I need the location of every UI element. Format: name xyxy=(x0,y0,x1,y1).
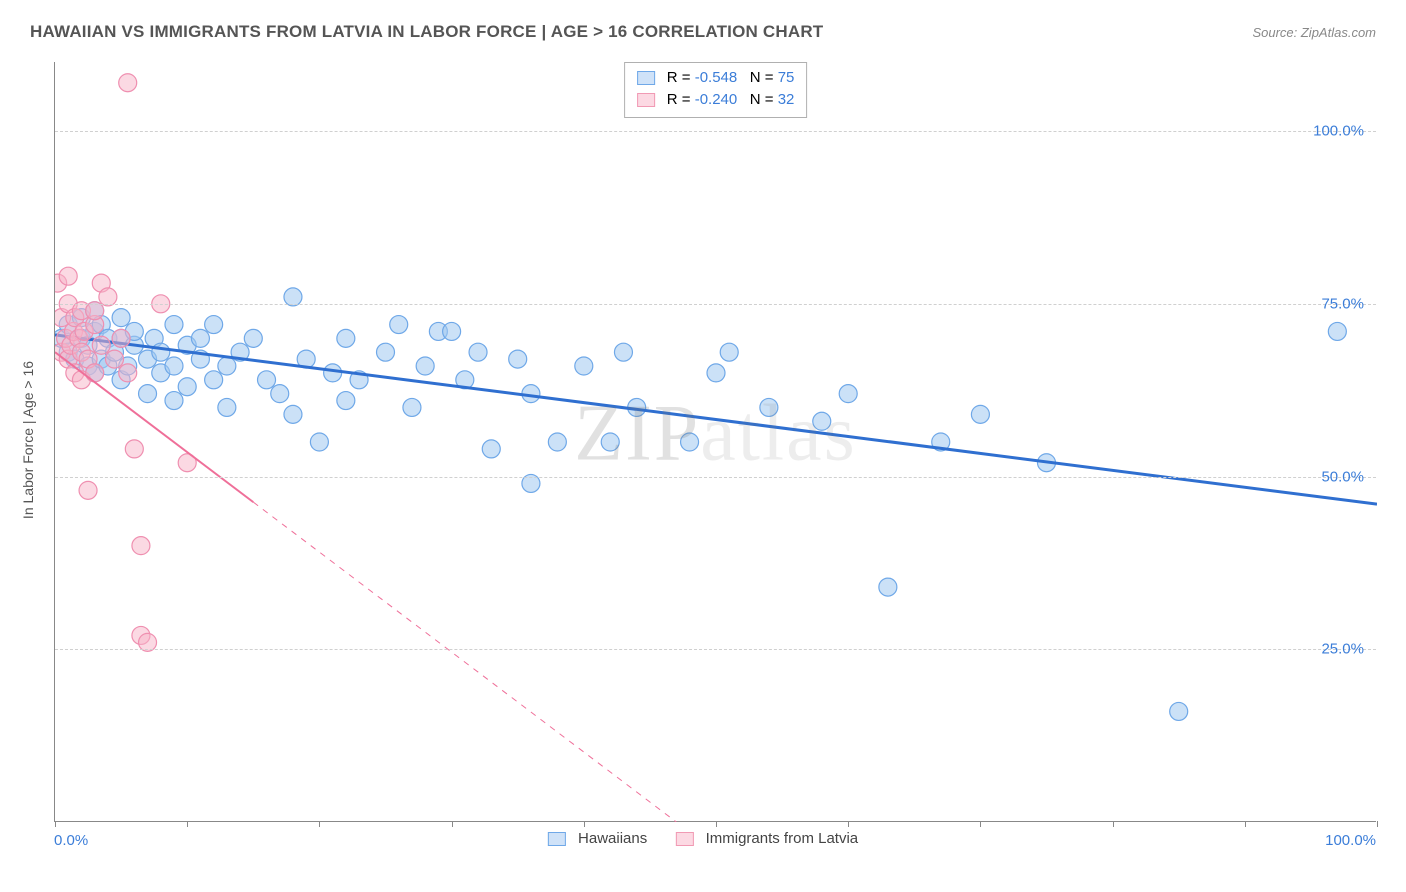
legend-bottom: Hawaiians Immigrants from Latvia xyxy=(536,830,870,847)
scatter-point xyxy=(324,364,342,382)
legend-item-1: Immigrants from Latvia xyxy=(675,830,858,847)
scatter-point xyxy=(105,350,123,368)
scatter-point xyxy=(310,433,328,451)
scatter-point xyxy=(337,329,355,347)
x-tick xyxy=(452,821,453,827)
scatter-point xyxy=(482,440,500,458)
y-tick-label: 50.0% xyxy=(1321,468,1364,485)
legend-label-0: Hawaiians xyxy=(578,830,647,847)
scatter-point xyxy=(139,385,157,403)
scatter-point xyxy=(59,267,77,285)
source-attribution: Source: ZipAtlas.com xyxy=(1252,25,1376,40)
scatter-point xyxy=(509,350,527,368)
x-axis-max-label: 100.0% xyxy=(1325,832,1376,849)
y-tick-label: 25.0% xyxy=(1321,641,1364,658)
scatter-point xyxy=(720,343,738,361)
scatter-point xyxy=(575,357,593,375)
scatter-point xyxy=(416,357,434,375)
scatter-point xyxy=(125,440,143,458)
x-axis-min-label: 0.0% xyxy=(54,832,88,849)
trend-line-dashed xyxy=(253,502,676,822)
scatter-point xyxy=(112,329,130,347)
y-gridline xyxy=(55,131,1376,132)
scatter-point xyxy=(165,357,183,375)
scatter-point xyxy=(403,398,421,416)
scatter-point xyxy=(152,343,170,361)
x-tick xyxy=(848,821,849,827)
scatter-point xyxy=(377,343,395,361)
x-tick xyxy=(716,821,717,827)
scatter-point xyxy=(165,316,183,334)
legend-label-1: Immigrants from Latvia xyxy=(706,830,859,847)
x-tick xyxy=(55,821,56,827)
scatter-point xyxy=(119,74,137,92)
scatter-point xyxy=(681,433,699,451)
scatter-point xyxy=(879,578,897,596)
scatter-point xyxy=(813,412,831,430)
scatter-point xyxy=(443,322,461,340)
y-axis-title: In Labor Force | Age > 16 xyxy=(20,361,36,519)
legend-swatch-1 xyxy=(675,832,693,846)
x-tick xyxy=(980,821,981,827)
legend-item-0: Hawaiians xyxy=(548,830,647,847)
scatter-point xyxy=(119,364,137,382)
scatter-point xyxy=(218,398,236,416)
scatter-point xyxy=(178,378,196,396)
scatter-point xyxy=(258,371,276,389)
scatter-point xyxy=(191,329,209,347)
scatter-point xyxy=(244,329,262,347)
legend-swatch-0 xyxy=(548,832,566,846)
scatter-point xyxy=(601,433,619,451)
scatter-point xyxy=(337,392,355,410)
y-tick-label: 100.0% xyxy=(1313,123,1364,140)
x-tick xyxy=(187,821,188,827)
x-tick xyxy=(1245,821,1246,827)
scatter-point xyxy=(707,364,725,382)
scatter-point xyxy=(218,357,236,375)
x-tick xyxy=(319,821,320,827)
scatter-point xyxy=(760,398,778,416)
y-tick-label: 75.0% xyxy=(1321,295,1364,312)
scatter-point xyxy=(1170,702,1188,720)
scatter-point xyxy=(548,433,566,451)
scatter-point xyxy=(839,385,857,403)
scatter-point xyxy=(86,364,104,382)
chart-svg xyxy=(55,62,1377,822)
scatter-point xyxy=(112,309,130,327)
scatter-point xyxy=(284,405,302,423)
scatter-point xyxy=(1328,322,1346,340)
scatter-point xyxy=(205,371,223,389)
y-gridline xyxy=(55,304,1376,305)
scatter-point xyxy=(132,537,150,555)
x-tick xyxy=(584,821,585,827)
chart-title: HAWAIIAN VS IMMIGRANTS FROM LATVIA IN LA… xyxy=(30,22,823,42)
scatter-point xyxy=(205,316,223,334)
y-gridline xyxy=(55,649,1376,650)
scatter-point xyxy=(971,405,989,423)
trend-line-solid xyxy=(55,335,1377,504)
x-tick xyxy=(1113,821,1114,827)
scatter-point xyxy=(79,481,97,499)
scatter-point xyxy=(271,385,289,403)
plot-area: R = -0.548 N = 75 R = -0.240 N = 32 ZIPa… xyxy=(54,62,1376,822)
scatter-point xyxy=(614,343,632,361)
scatter-point xyxy=(469,343,487,361)
scatter-point xyxy=(390,316,408,334)
x-tick xyxy=(1377,821,1378,827)
scatter-point xyxy=(92,336,110,354)
y-gridline xyxy=(55,477,1376,478)
scatter-point xyxy=(165,392,183,410)
